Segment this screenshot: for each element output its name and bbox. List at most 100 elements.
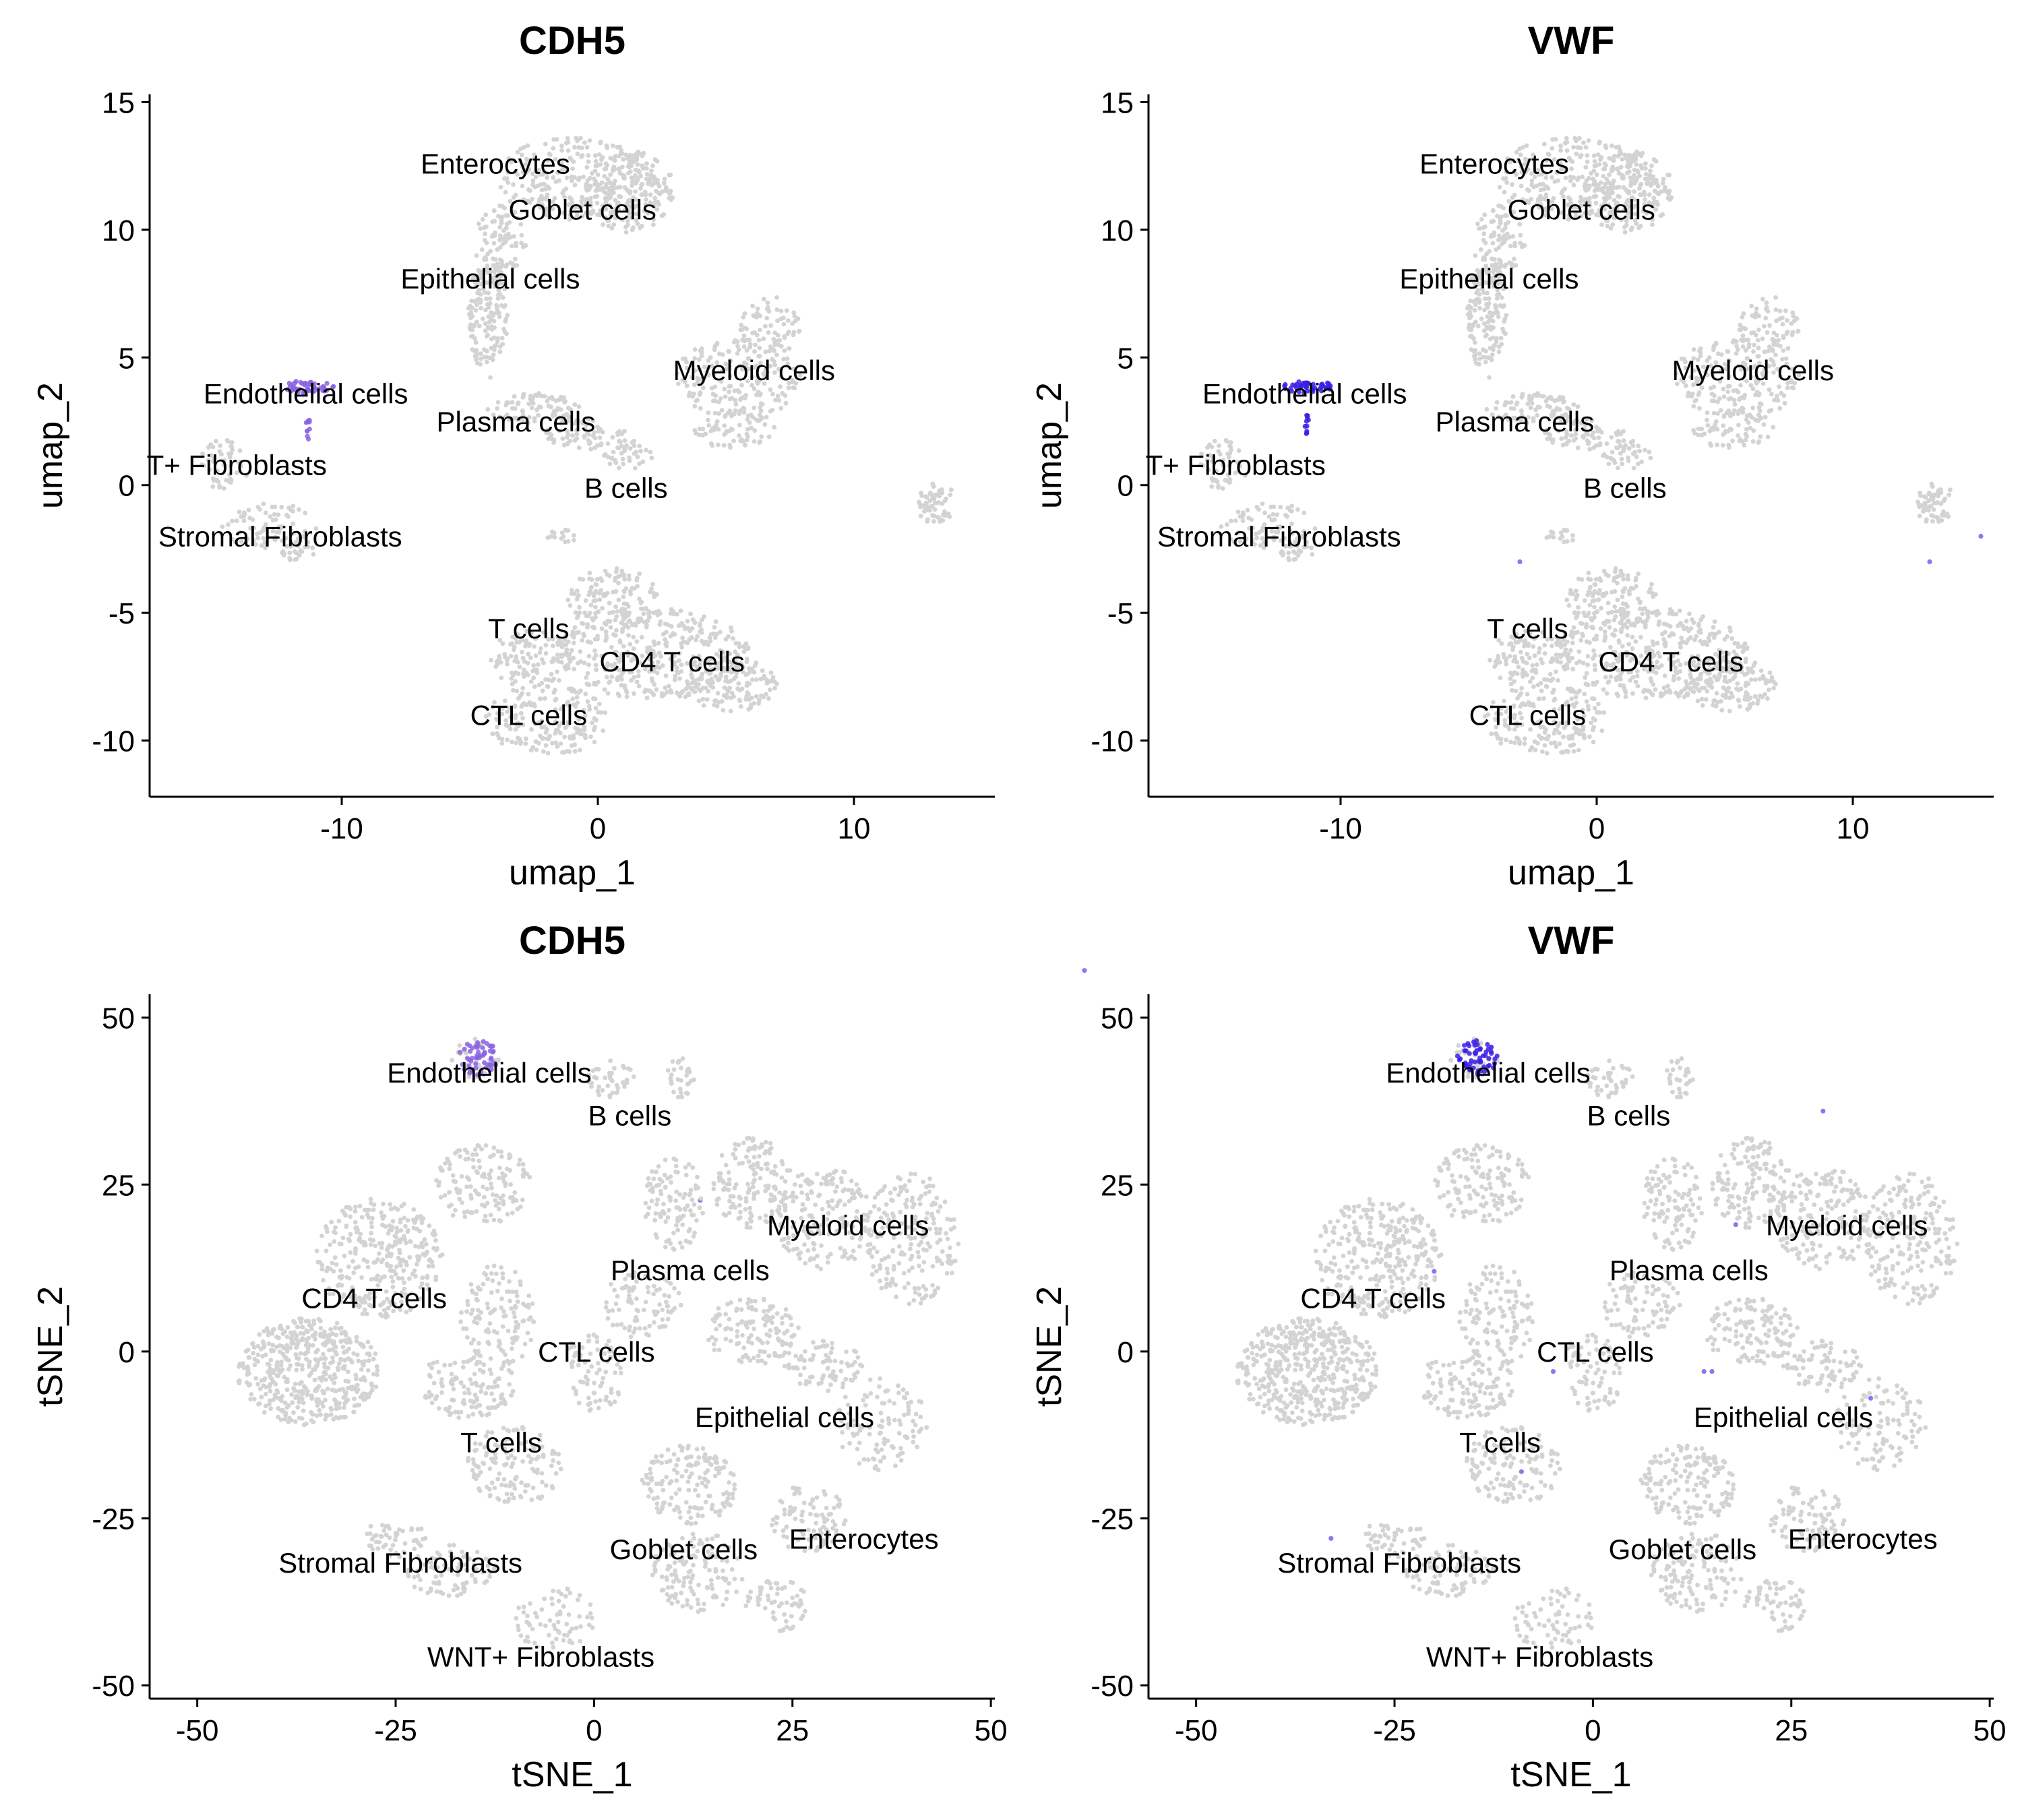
cell-point xyxy=(703,431,708,437)
cell-point xyxy=(1924,519,1929,524)
cell-point xyxy=(295,1325,301,1330)
cell-point xyxy=(1707,441,1713,446)
cell-point xyxy=(697,367,702,372)
cell-point xyxy=(686,394,692,398)
cell-point xyxy=(1510,394,1516,399)
cell-point xyxy=(1601,166,1606,172)
cell-point xyxy=(634,157,640,162)
cell-point xyxy=(496,287,501,293)
cell-point xyxy=(1591,739,1596,745)
cell-point xyxy=(630,183,634,188)
cell-point xyxy=(635,454,640,459)
cell-point xyxy=(502,286,508,292)
cell-point xyxy=(572,749,578,754)
cell-point xyxy=(574,431,580,437)
cell-point xyxy=(594,717,599,723)
cell-point xyxy=(747,342,753,347)
cell-point xyxy=(690,626,695,631)
cluster-label: Epithelial cells xyxy=(1399,263,1579,295)
cell-point xyxy=(1638,599,1643,605)
cell-point xyxy=(607,680,612,685)
cell-point xyxy=(493,273,499,278)
cell-point xyxy=(1228,440,1233,445)
cell-point xyxy=(486,291,491,296)
cell-point xyxy=(609,226,615,231)
cell-point xyxy=(352,1396,357,1401)
cell-point xyxy=(580,577,586,582)
cell-point xyxy=(1696,629,1702,634)
cell-point xyxy=(738,704,743,709)
cell-point xyxy=(1667,634,1672,639)
cell-point xyxy=(582,140,587,146)
cell-point xyxy=(919,493,925,498)
cell-point xyxy=(700,696,706,702)
cell-point xyxy=(540,688,545,694)
cell-point xyxy=(1579,621,1585,626)
cell-point xyxy=(545,751,551,756)
cell-point xyxy=(551,690,557,695)
cell-point xyxy=(571,733,576,738)
cell-point xyxy=(502,330,508,334)
cell-point xyxy=(475,291,480,296)
cell-point xyxy=(1601,687,1606,692)
cell-point xyxy=(1750,386,1756,392)
cell-point xyxy=(495,309,501,314)
cell-point xyxy=(532,156,537,162)
cell-point xyxy=(778,406,784,411)
cell-point xyxy=(539,646,543,651)
cell-point xyxy=(549,436,554,442)
cell-point xyxy=(1630,691,1635,696)
x-tick-label: 0 xyxy=(590,812,606,845)
cell-point xyxy=(1579,577,1585,582)
cluster-label: Plasma cells xyxy=(437,406,596,437)
cell-point xyxy=(503,402,509,408)
cell-point xyxy=(1533,748,1538,752)
cell-point xyxy=(1670,611,1676,617)
cell-point xyxy=(1626,577,1631,582)
cell-point xyxy=(1618,151,1624,156)
cell-point xyxy=(1545,736,1550,741)
cell-point xyxy=(641,611,646,616)
cell-point xyxy=(584,164,590,170)
cell-point xyxy=(1767,408,1772,414)
y-tick-label: 15 xyxy=(1101,86,1134,119)
cell-point xyxy=(1577,135,1582,141)
cell-point xyxy=(1665,195,1671,201)
cell-point xyxy=(758,328,762,332)
background-cells xyxy=(200,135,954,756)
cell-point xyxy=(503,176,508,181)
cell-point xyxy=(1564,539,1570,544)
cell-point xyxy=(668,173,673,177)
cell-point xyxy=(474,361,480,366)
cell-point xyxy=(565,135,570,141)
cell-point xyxy=(541,735,546,741)
cell-point xyxy=(576,404,582,409)
cell-point xyxy=(1763,415,1768,420)
cell-point xyxy=(718,379,724,384)
cell-point xyxy=(221,486,226,491)
cell-point xyxy=(749,702,754,707)
cell-point xyxy=(698,629,702,634)
cell-point xyxy=(646,611,651,617)
cell-point xyxy=(552,195,557,201)
cluster-label: Myeloid cells xyxy=(1672,355,1834,386)
cell-point xyxy=(1602,621,1607,627)
cell-point xyxy=(615,609,620,614)
cell-point xyxy=(614,569,619,574)
cell-point xyxy=(1767,344,1772,349)
cell-point xyxy=(625,187,630,192)
cell-point xyxy=(1712,698,1717,703)
cell-point xyxy=(569,591,574,596)
cell-point xyxy=(1483,240,1488,245)
cell-point xyxy=(778,384,783,390)
cell-point xyxy=(744,348,749,353)
cell-point xyxy=(784,308,789,313)
cell-point xyxy=(549,671,554,677)
cell-point xyxy=(559,655,564,659)
cell-point xyxy=(493,342,499,348)
cell-point xyxy=(1508,400,1514,405)
cluster-label: CD4 T cells xyxy=(1598,646,1744,677)
cell-point xyxy=(1590,599,1595,604)
cell-point xyxy=(759,434,764,439)
cell-point xyxy=(499,741,505,746)
